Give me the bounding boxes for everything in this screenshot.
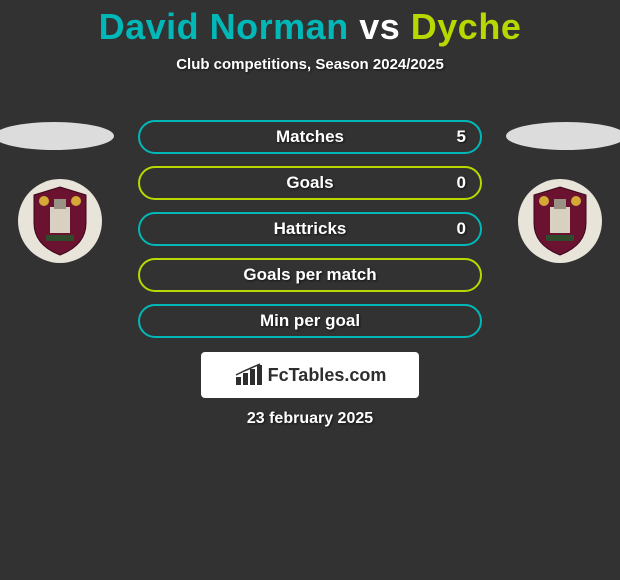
subtitle: Club competitions, Season 2024/2025: [0, 56, 620, 73]
bar-chart-icon: [234, 363, 264, 387]
stat-row-goals-per-match: Goals per match: [138, 258, 482, 292]
stat-right-value: 5: [457, 127, 466, 147]
stat-label: Hattricks: [274, 219, 347, 239]
date-text: 23 february 2025: [0, 410, 620, 428]
player1-name: David Norman: [99, 6, 349, 47]
stat-label: Goals per match: [243, 265, 376, 285]
player2-badge: [518, 179, 602, 263]
player1-ellipse: [0, 122, 114, 150]
vs-text: vs: [359, 6, 400, 47]
stat-label: Goals: [286, 173, 333, 193]
stat-label: Min per goal: [260, 311, 360, 331]
fctables-logo: FcTables.com: [201, 352, 419, 398]
stat-row-hattricks: Hattricks 0: [138, 212, 482, 246]
stat-row-min-per-goal: Min per goal: [138, 304, 482, 338]
player1-badge: [18, 179, 102, 263]
logo-text: FcTables.com: [268, 365, 387, 386]
club-crest-icon: [28, 185, 92, 257]
player2-ellipse: [506, 122, 620, 150]
stats-container: Matches 5 Goals 0 Hattricks 0 Goals per …: [138, 120, 482, 350]
page-title: David Norman vs Dyche: [0, 0, 620, 48]
player2-name: Dyche: [411, 6, 522, 47]
stat-row-matches: Matches 5: [138, 120, 482, 154]
stat-row-goals: Goals 0: [138, 166, 482, 200]
stat-right-value: 0: [457, 173, 466, 193]
club-crest-icon: [528, 185, 592, 257]
stat-label: Matches: [276, 127, 344, 147]
stat-right-value: 0: [457, 219, 466, 239]
